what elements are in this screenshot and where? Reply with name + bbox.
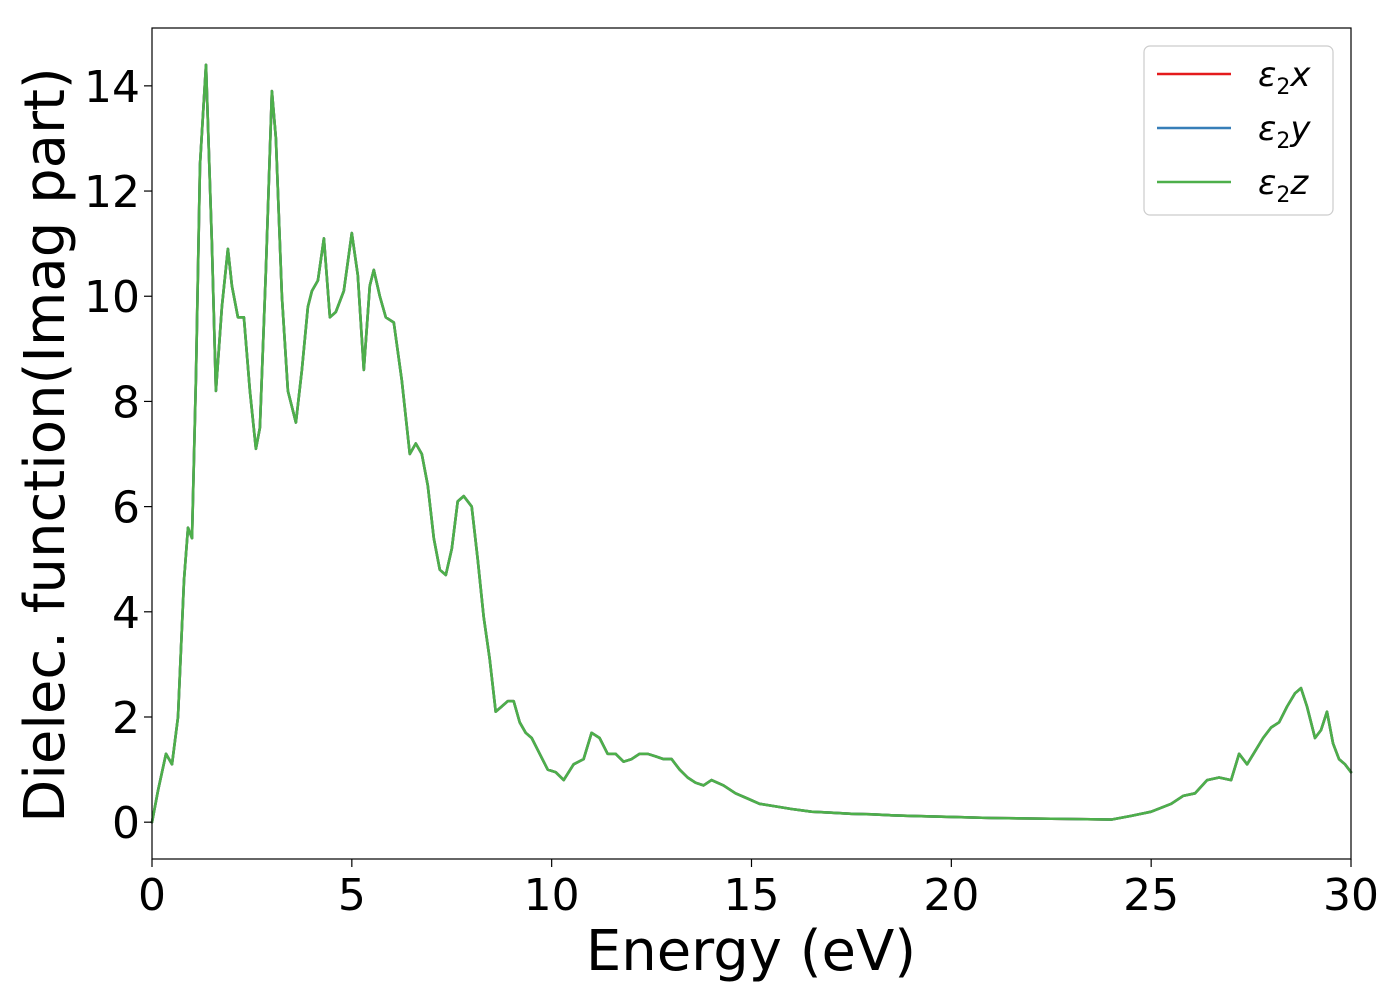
y-tick-label: 8 xyxy=(112,377,140,428)
legend-label: ε2y xyxy=(1258,109,1311,154)
x-tick-label: 20 xyxy=(923,870,979,921)
x-tick-label: 30 xyxy=(1323,870,1379,921)
x-tick-label: 25 xyxy=(1123,870,1179,921)
legend-box xyxy=(1143,45,1334,216)
x-tick-label: 5 xyxy=(338,870,366,921)
y-tick-label: 6 xyxy=(112,483,140,534)
legend: ε2x ε2y ε2z xyxy=(1143,45,1334,216)
series-line-z xyxy=(150,63,1353,824)
y-tick-label: 4 xyxy=(112,588,140,639)
legend-label: ε2z xyxy=(1258,163,1309,208)
series-layer xyxy=(150,63,1353,824)
x-tick-label: 15 xyxy=(724,870,780,921)
y-tick-label: 10 xyxy=(84,272,140,323)
x-axis: 0 5 10 15 20 25 30 xyxy=(138,859,1379,921)
y-tick-label: 12 xyxy=(84,167,140,218)
y-tick-label: 0 xyxy=(112,798,140,849)
x-tick-label: 0 xyxy=(138,870,166,921)
x-axis-title: Energy (eV) xyxy=(586,919,916,984)
y-axis-title: Dielec. function(Imag part) xyxy=(13,67,78,823)
legend-item-x: ε2x xyxy=(1157,55,1311,100)
y-tick-label: 14 xyxy=(84,62,140,113)
y-tick-label: 2 xyxy=(112,693,140,744)
legend-label: ε2x xyxy=(1258,55,1311,100)
y-axis: 0 2 4 6 8 10 12 14 xyxy=(84,62,152,849)
legend-item-z: ε2z xyxy=(1157,163,1309,208)
legend-item-y: ε2y xyxy=(1157,109,1311,154)
x-tick-label: 10 xyxy=(524,870,580,921)
